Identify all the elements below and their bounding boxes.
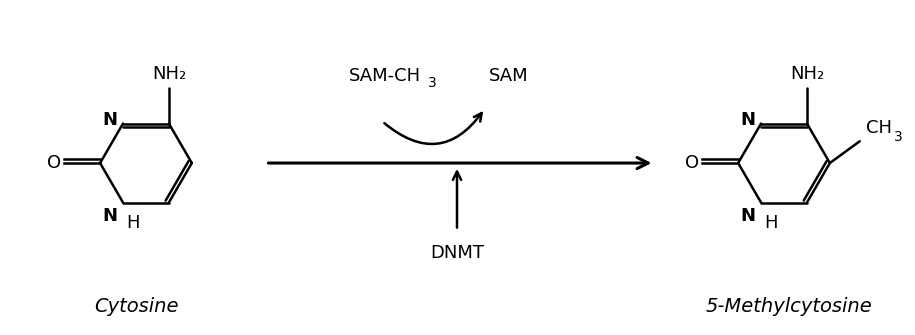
Text: NH₂: NH₂ bbox=[152, 65, 186, 83]
Text: N: N bbox=[102, 206, 117, 224]
Text: SAM-CH: SAM-CH bbox=[350, 67, 421, 85]
Text: N: N bbox=[740, 206, 755, 224]
Text: O: O bbox=[48, 154, 61, 172]
Text: DNMT: DNMT bbox=[430, 244, 484, 262]
Text: H: H bbox=[126, 214, 139, 232]
Text: 3: 3 bbox=[427, 76, 436, 90]
Text: O: O bbox=[685, 154, 699, 172]
Text: 3: 3 bbox=[894, 130, 902, 144]
Text: SAM: SAM bbox=[489, 67, 529, 85]
Text: N: N bbox=[740, 111, 755, 129]
Text: N: N bbox=[102, 111, 117, 129]
Text: 5-Methylcytosine: 5-Methylcytosine bbox=[705, 297, 872, 316]
Text: CH: CH bbox=[866, 119, 892, 137]
Text: Cytosine: Cytosine bbox=[93, 297, 178, 316]
Text: NH₂: NH₂ bbox=[790, 65, 824, 83]
Text: H: H bbox=[764, 214, 778, 232]
